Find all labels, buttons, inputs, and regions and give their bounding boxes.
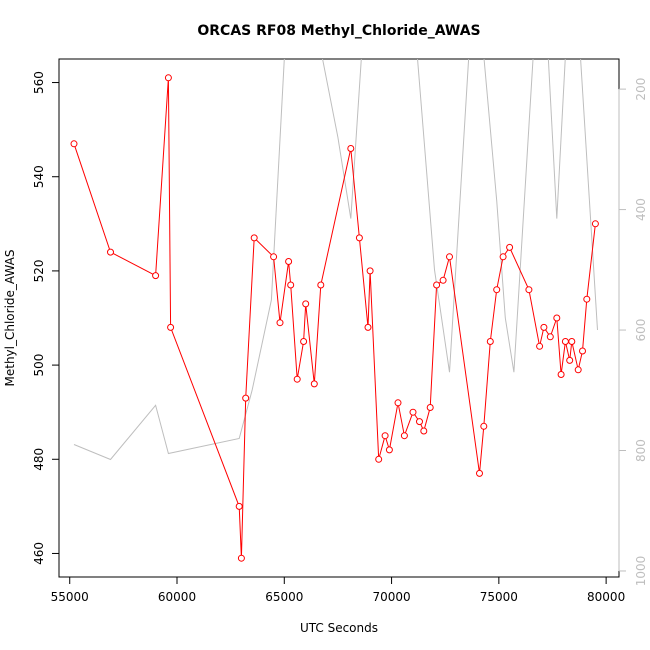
data-point: [591, 220, 599, 228]
data-point: [540, 323, 548, 331]
data-point: [486, 338, 494, 345]
data-point: [285, 258, 293, 265]
data-point: [250, 234, 258, 242]
data-point: [553, 314, 561, 322]
data-point: [394, 399, 402, 407]
right-y-tick-label: 600: [634, 319, 648, 342]
data-point: [164, 74, 172, 82]
x-axis: 55000 60000 65000 70000 75000 80000: [51, 576, 625, 604]
data-point: [355, 234, 363, 242]
data-point: [364, 323, 372, 331]
data-point: [287, 281, 295, 289]
data-point: [499, 253, 507, 261]
data-point: [536, 342, 544, 350]
data-point: [416, 418, 423, 426]
data-point: [566, 356, 574, 364]
x-tick-label: 65000: [265, 590, 303, 604]
data-point: [480, 422, 488, 430]
y-tick-label: 500: [32, 354, 46, 377]
data-point: [426, 404, 434, 411]
y-tick-label: 540: [32, 165, 46, 188]
data-point: [302, 300, 310, 308]
right-y-tick-label: 1000: [634, 556, 648, 587]
data-point: [433, 281, 441, 289]
data-point: [557, 371, 565, 378]
x-axis-label: UTC Seconds: [300, 621, 378, 635]
data-point: [375, 455, 383, 463]
data-point: [235, 502, 243, 510]
data-point: [561, 338, 569, 345]
data-point: [568, 338, 576, 345]
data-point: [276, 319, 284, 327]
data-point: [583, 295, 591, 303]
data-point: [546, 333, 554, 341]
data-point: [293, 375, 301, 383]
secondary-series-line: [73, 59, 598, 461]
data-point: [579, 347, 586, 355]
data-point: [70, 140, 78, 148]
data-point: [167, 323, 175, 331]
x-tick-label: 75000: [480, 590, 518, 604]
data-point: [506, 243, 514, 251]
data-point: [242, 394, 250, 402]
data-point: [525, 286, 533, 294]
plot-frame: [58, 58, 620, 578]
chart-title: ORCAS RF08 Methyl_Chloride_AWAS: [197, 23, 480, 39]
data-point: [107, 248, 114, 256]
data-point: [347, 145, 355, 152]
y-tick-label: 560: [32, 71, 46, 94]
data-point: [385, 446, 393, 454]
y-axis: 460 480 500 520 540 560: [32, 71, 60, 565]
right-y-tick-label: 200: [634, 78, 648, 101]
y-axis-label: Methyl_Chloride_AWAS: [3, 250, 17, 387]
data-point: [420, 427, 428, 435]
data-point: [310, 380, 318, 388]
data-point: [237, 554, 245, 562]
data-point: [476, 469, 483, 477]
data-point: [317, 281, 325, 289]
data-point: [446, 253, 453, 261]
data-point: [381, 432, 389, 440]
y-tick-label: 480: [32, 448, 46, 471]
y-tick-label: 460: [32, 542, 46, 565]
data-point: [400, 432, 408, 440]
data-point: [152, 272, 160, 280]
x-tick-label: 60000: [158, 590, 196, 604]
data-point: [270, 253, 278, 261]
x-tick-label: 70000: [372, 590, 410, 604]
data-point: [439, 276, 447, 284]
data-point: [366, 267, 374, 275]
right-y-axis: 200 400 600 800 1000: [618, 78, 648, 587]
x-tick-label: 80000: [587, 590, 625, 604]
data-point: [300, 338, 308, 345]
data-point: [574, 366, 582, 374]
data-point: [409, 408, 417, 416]
y-tick-label: 520: [32, 259, 46, 282]
right-y-tick-label: 400: [634, 198, 648, 221]
data-point: [493, 286, 501, 294]
x-tick-label: 55000: [51, 590, 89, 604]
right-y-tick-label: 800: [634, 439, 648, 462]
series-layer: [70, 59, 599, 562]
